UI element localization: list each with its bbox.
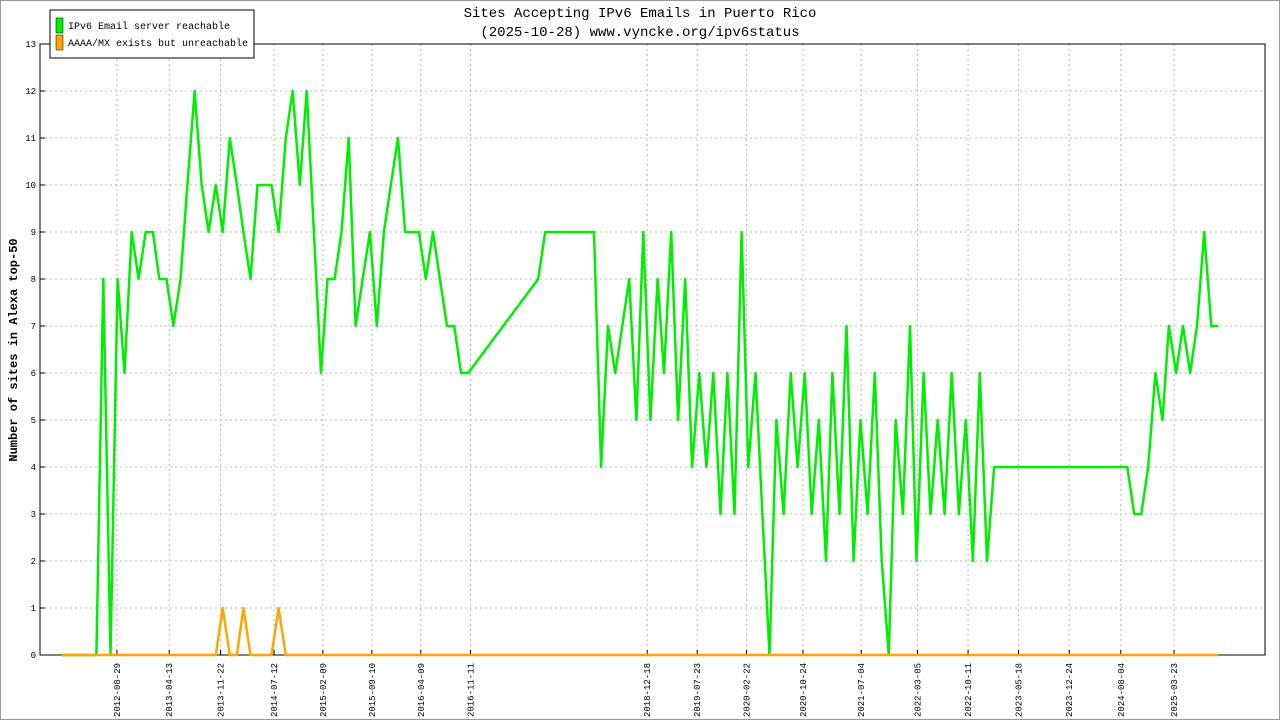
- x-tick-label: 2021-07-04: [857, 663, 867, 717]
- y-tick-label: 6: [31, 369, 36, 379]
- x-tick-label: 2025-03-23: [1170, 663, 1180, 717]
- x-tick-label: 2015-09-10: [368, 663, 378, 717]
- x-tick-label: 2022-10-11: [964, 663, 974, 717]
- x-tick-label: 2020-02-22: [742, 663, 752, 717]
- x-tick-label: 2013-11-22: [217, 663, 227, 717]
- x-tick-label: 2016-04-09: [417, 663, 427, 717]
- y-tick-label: 8: [31, 275, 36, 285]
- series-line: [61, 606, 1219, 657]
- x-tick-label: 2024-08-04: [1117, 663, 1127, 717]
- y-tick-label: 11: [25, 134, 36, 144]
- x-tick-label: 2014-07-12: [270, 663, 280, 717]
- y-tick-label: 0: [31, 651, 36, 661]
- legend-swatch: [55, 17, 64, 34]
- y-tick-label: 13: [25, 40, 36, 50]
- y-tick-label: 12: [25, 87, 36, 97]
- x-tick-label: 2019-07-23: [693, 663, 703, 717]
- x-tick-label: 2016-11-11: [467, 663, 477, 717]
- y-axis-label: Number of sites in Alexa top-50: [7, 238, 21, 461]
- y-tick-label: 10: [25, 181, 36, 191]
- x-tick-label: 2023-05-18: [1015, 663, 1025, 717]
- x-tick-label: 2018-12-18: [643, 663, 653, 717]
- x-tick-label: 2012-08-29: [113, 663, 123, 717]
- x-tick-label: 2020-10-24: [799, 663, 809, 717]
- legend: IPv6 Email server reachable AAAA/MX exist…: [49, 9, 255, 59]
- x-tick-label: 2013-04-13: [165, 663, 175, 717]
- y-tick-label: 3: [31, 510, 36, 520]
- series-line: [61, 89, 1219, 657]
- legend-swatch: [55, 34, 64, 51]
- chart-title: Sites Accepting IPv6 Emails in Puerto Ri…: [464, 6, 817, 22]
- x-tick-label: 2022-03-05: [913, 663, 923, 717]
- y-tick-label: 1: [31, 604, 36, 614]
- y-tick-label: 5: [31, 416, 36, 426]
- y-tick-label: 4: [31, 463, 36, 473]
- x-tick-label: 2015-02-09: [319, 663, 329, 717]
- legend-box: [49, 9, 255, 59]
- legend-label: IPv6 Email server reachable: [68, 21, 230, 33]
- marks: [61, 89, 1219, 657]
- chart-subtitle: (2025-10-28) www.vyncke.org/ipv6status: [480, 25, 799, 41]
- y-tick-label: 2: [31, 557, 36, 567]
- y-tick-label: 7: [31, 322, 36, 332]
- legend-label: AAAA/MX exists but unreachable: [68, 38, 248, 50]
- y-tick-label: 9: [31, 228, 36, 238]
- x-tick-label: 2023-12-24: [1065, 663, 1075, 717]
